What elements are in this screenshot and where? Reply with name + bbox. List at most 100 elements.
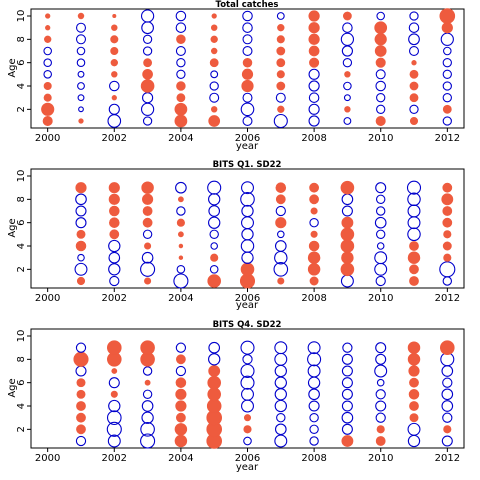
bubble-point-negative bbox=[176, 58, 186, 68]
bubble-point-negative bbox=[75, 34, 87, 45]
bubble-point-positive bbox=[174, 114, 188, 128]
bubble-point-positive bbox=[409, 116, 419, 126]
bubble-point-negative bbox=[375, 275, 386, 287]
bubble-point-positive bbox=[178, 255, 184, 260]
bubble-point-positive bbox=[341, 435, 354, 447]
bubble-point-negative bbox=[207, 180, 222, 195]
x-tick-label: 2008 bbox=[301, 133, 326, 144]
bubble-point-positive bbox=[309, 182, 319, 193]
bubble-point-negative bbox=[374, 216, 387, 229]
x-tick-label: 2010 bbox=[368, 133, 393, 144]
y-tick-label: 2 bbox=[16, 266, 27, 272]
bubble-point-negative bbox=[175, 45, 186, 57]
x-tick-label: 2004 bbox=[168, 453, 193, 464]
bubble-point-positive bbox=[276, 46, 286, 56]
bubble-point-negative bbox=[273, 113, 288, 129]
bubble-point-negative bbox=[78, 106, 84, 113]
bubble-point-positive bbox=[43, 93, 52, 102]
bubble-point-negative bbox=[242, 92, 253, 103]
bubble-point-positive bbox=[210, 47, 218, 55]
bubble-point-negative bbox=[375, 194, 386, 205]
x-tick-label: 2000 bbox=[35, 133, 60, 144]
bubble-point-negative bbox=[75, 205, 87, 217]
bubble-point-negative bbox=[342, 22, 353, 33]
bubble-point-negative bbox=[175, 342, 187, 353]
bubble-point-negative bbox=[309, 412, 319, 423]
bubble-point-positive bbox=[177, 231, 184, 238]
y-tick-label: 6 bbox=[16, 380, 27, 386]
bubble-point-negative bbox=[376, 242, 385, 250]
bubble-point-negative bbox=[240, 191, 255, 207]
bubble-point-negative bbox=[441, 435, 453, 447]
bubble-point-negative bbox=[408, 33, 420, 46]
bubble-point-positive bbox=[442, 217, 453, 228]
bubble-point-positive bbox=[111, 71, 118, 78]
bubble-point-negative bbox=[274, 364, 287, 378]
bubble-point-negative bbox=[441, 388, 454, 401]
bubble-point-positive bbox=[409, 81, 419, 91]
bubble-point-negative bbox=[106, 421, 122, 437]
bubble-point-negative bbox=[308, 92, 320, 103]
bubble-point-positive bbox=[73, 351, 89, 367]
bubble-point-positive bbox=[176, 218, 185, 227]
bubble-point-positive bbox=[76, 401, 86, 411]
bubble-point-positive bbox=[242, 57, 253, 68]
panel-title: BITS Q1. SD22 bbox=[213, 160, 282, 170]
bubble-point-negative bbox=[274, 376, 287, 389]
bubble-point-negative bbox=[140, 102, 155, 116]
bubble-point-negative bbox=[140, 261, 156, 277]
bubble-point-negative bbox=[43, 46, 52, 56]
bubble-point-negative bbox=[75, 435, 87, 447]
x-tick-label: 2012 bbox=[435, 133, 460, 144]
bubble-point-positive bbox=[241, 68, 254, 80]
bubble-point-positive bbox=[408, 389, 420, 400]
bubble-point-negative bbox=[276, 12, 285, 20]
y-tick-label: 4 bbox=[16, 403, 27, 409]
bubble-point-positive bbox=[111, 95, 117, 101]
bubble-point-negative bbox=[442, 116, 452, 126]
bubble-point-positive bbox=[140, 340, 155, 355]
bubble-point-negative bbox=[308, 115, 320, 127]
bubble-point-negative bbox=[75, 365, 87, 377]
bubble-point-negative bbox=[375, 80, 386, 92]
bubble-point-positive bbox=[142, 206, 153, 216]
bubble-point-negative bbox=[175, 10, 187, 22]
x-tick-label: 2012 bbox=[435, 453, 460, 464]
x-tick-label: 2008 bbox=[301, 453, 326, 464]
bubble-point-negative bbox=[75, 22, 87, 33]
bubble-point-positive bbox=[275, 217, 287, 229]
bubble-point-positive bbox=[243, 425, 252, 434]
bubble-point-positive bbox=[443, 230, 452, 239]
bubble-point-negative bbox=[76, 58, 86, 67]
bubble-point-positive bbox=[310, 230, 318, 238]
bubble-point-positive bbox=[175, 388, 187, 400]
bubble-point-positive bbox=[207, 387, 221, 402]
bubble-point-positive bbox=[340, 227, 355, 242]
bubble-point-negative bbox=[274, 341, 288, 355]
bubble-point-positive bbox=[308, 45, 320, 57]
bubble-point-positive bbox=[77, 12, 85, 20]
y-tick-label: 10 bbox=[16, 10, 27, 23]
bubble-point-negative bbox=[442, 377, 453, 388]
y-tick-label: 4 bbox=[16, 243, 27, 249]
bubble-point-negative bbox=[142, 116, 153, 126]
bubble-point-negative bbox=[308, 103, 320, 115]
bubble-point-negative bbox=[176, 206, 186, 216]
bubble-point-positive bbox=[109, 205, 120, 217]
bubble-point-positive bbox=[141, 181, 154, 194]
panel-title: BITS Q4. SD22 bbox=[213, 320, 282, 330]
bubble-point-negative bbox=[341, 353, 353, 365]
bubble-point-negative bbox=[442, 93, 452, 103]
bubble-point-negative bbox=[77, 82, 85, 90]
bubble-point-negative bbox=[208, 353, 221, 366]
bubble-point-positive bbox=[111, 24, 118, 31]
bubble-point-negative bbox=[241, 204, 254, 218]
bubble-point-negative bbox=[106, 410, 122, 426]
bubble-point-positive bbox=[175, 400, 187, 412]
bubble-point-negative bbox=[407, 227, 421, 242]
bubble-point-negative bbox=[375, 353, 387, 365]
bubble-point-positive bbox=[209, 58, 219, 68]
bubble-point-positive bbox=[44, 35, 52, 43]
bubble-point-positive bbox=[241, 79, 254, 93]
y-tick-label: 6 bbox=[16, 60, 27, 66]
